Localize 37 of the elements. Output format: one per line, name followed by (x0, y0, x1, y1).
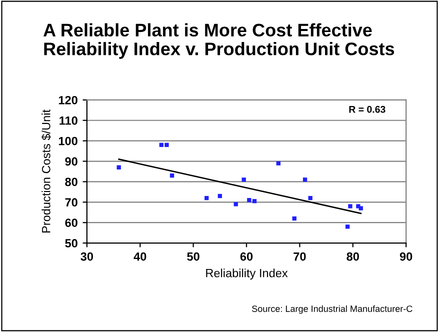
point (234, 202, 238, 206)
point (348, 204, 352, 208)
chart-title: A Reliable Plant is More Cost Effective Reliability Index v. Production Unit Costs (43, 23, 394, 59)
point (276, 161, 280, 166)
point (358, 206, 363, 210)
point (204, 196, 209, 200)
x-tick-label: 60 (240, 252, 253, 261)
x-tick-label: 90 (400, 252, 412, 261)
point (252, 199, 257, 204)
y-tick-label: 90 (65, 157, 78, 166)
point (218, 194, 222, 198)
y-tick-label: 120 (58, 96, 78, 104)
point (170, 173, 174, 178)
point (345, 224, 350, 229)
x-tick-label: 40 (134, 252, 146, 261)
point (302, 178, 308, 182)
y-tick-label: 50 (65, 239, 78, 248)
y-tick-label: 100 (58, 136, 78, 146)
y-tick-label: 110 (60, 116, 78, 125)
x-tick-label: 80 (346, 252, 359, 261)
point (116, 165, 121, 170)
point (159, 142, 164, 147)
x-tick-label: 50 (187, 252, 200, 261)
point (242, 178, 246, 182)
y-tick-label: 60 (65, 218, 78, 227)
y-axis-title: Production Costs $/Unit (41, 110, 52, 233)
y-tick-label: 70 (65, 198, 78, 207)
annotation: R = 0.63 (349, 106, 386, 113)
point (164, 142, 169, 147)
point (247, 198, 252, 202)
x-tick-label: 70 (294, 252, 306, 261)
point (292, 216, 296, 221)
x-axis-title: Reliability Index (206, 268, 288, 280)
point (308, 196, 312, 200)
source-note: Source: Large Industrial Manufacturer-C (252, 305, 412, 314)
x-tick-label: 30 (80, 252, 94, 261)
y-tick-label: 80 (65, 178, 78, 186)
